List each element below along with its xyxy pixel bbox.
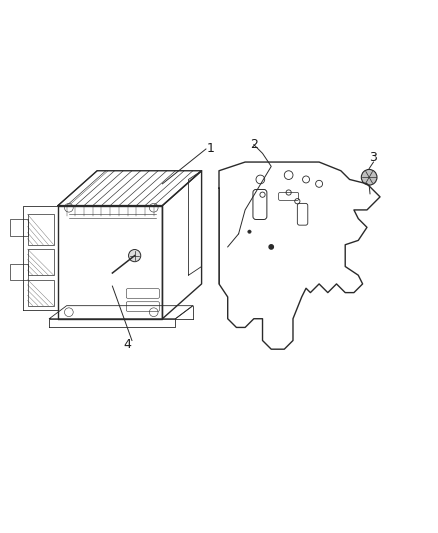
Text: 1: 1 <box>206 142 214 156</box>
Bar <box>10 264 28 279</box>
Circle shape <box>248 230 251 233</box>
Bar <box>28 249 53 275</box>
Text: 3: 3 <box>370 151 378 164</box>
Circle shape <box>269 245 273 249</box>
Bar <box>28 214 53 245</box>
Text: 2: 2 <box>250 138 258 151</box>
Circle shape <box>129 249 141 262</box>
Bar <box>10 219 28 236</box>
Text: 4: 4 <box>124 338 131 351</box>
Bar <box>28 279 53 305</box>
Circle shape <box>361 169 377 185</box>
